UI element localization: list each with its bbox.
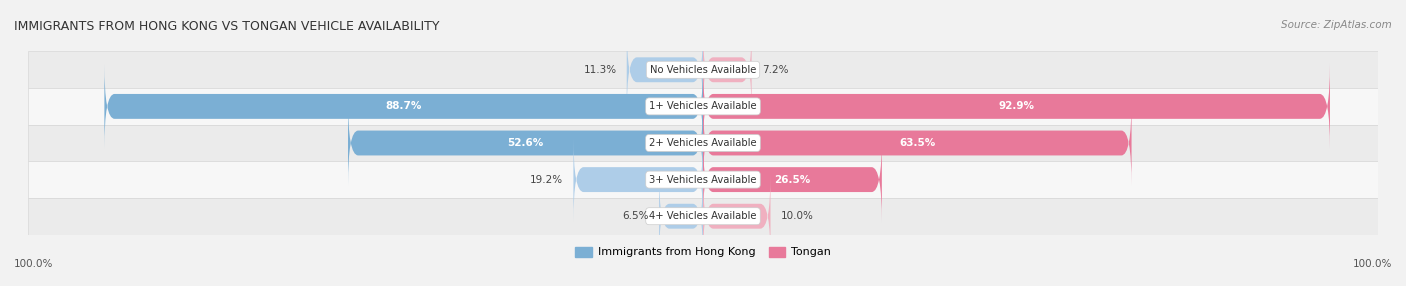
FancyBboxPatch shape: [28, 88, 1378, 125]
Text: 6.5%: 6.5%: [623, 211, 650, 221]
FancyBboxPatch shape: [659, 174, 703, 259]
Text: IMMIGRANTS FROM HONG KONG VS TONGAN VEHICLE AVAILABILITY: IMMIGRANTS FROM HONG KONG VS TONGAN VEHI…: [14, 20, 440, 33]
FancyBboxPatch shape: [28, 161, 1378, 198]
Text: 52.6%: 52.6%: [508, 138, 544, 148]
Text: 100.0%: 100.0%: [1353, 259, 1392, 269]
FancyBboxPatch shape: [28, 125, 1378, 161]
FancyBboxPatch shape: [703, 137, 882, 222]
Legend: Immigrants from Hong Kong, Tongan: Immigrants from Hong Kong, Tongan: [571, 242, 835, 262]
Text: 3+ Vehicles Available: 3+ Vehicles Available: [650, 175, 756, 184]
Text: 1+ Vehicles Available: 1+ Vehicles Available: [650, 102, 756, 111]
Text: 7.2%: 7.2%: [762, 65, 789, 75]
Text: 19.2%: 19.2%: [530, 175, 564, 184]
FancyBboxPatch shape: [574, 137, 703, 222]
Text: 92.9%: 92.9%: [998, 102, 1035, 111]
FancyBboxPatch shape: [703, 101, 1132, 185]
Text: 10.0%: 10.0%: [780, 211, 814, 221]
Text: 88.7%: 88.7%: [385, 102, 422, 111]
Text: 26.5%: 26.5%: [775, 175, 810, 184]
FancyBboxPatch shape: [104, 64, 703, 149]
FancyBboxPatch shape: [703, 174, 770, 259]
FancyBboxPatch shape: [28, 198, 1378, 235]
FancyBboxPatch shape: [627, 27, 703, 112]
FancyBboxPatch shape: [703, 64, 1330, 149]
Text: 63.5%: 63.5%: [900, 138, 935, 148]
Text: 4+ Vehicles Available: 4+ Vehicles Available: [650, 211, 756, 221]
FancyBboxPatch shape: [28, 51, 1378, 88]
Text: Source: ZipAtlas.com: Source: ZipAtlas.com: [1281, 20, 1392, 30]
FancyBboxPatch shape: [703, 27, 752, 112]
Text: 11.3%: 11.3%: [583, 65, 617, 75]
Text: 2+ Vehicles Available: 2+ Vehicles Available: [650, 138, 756, 148]
FancyBboxPatch shape: [349, 101, 703, 185]
Text: 100.0%: 100.0%: [14, 259, 53, 269]
Text: No Vehicles Available: No Vehicles Available: [650, 65, 756, 75]
